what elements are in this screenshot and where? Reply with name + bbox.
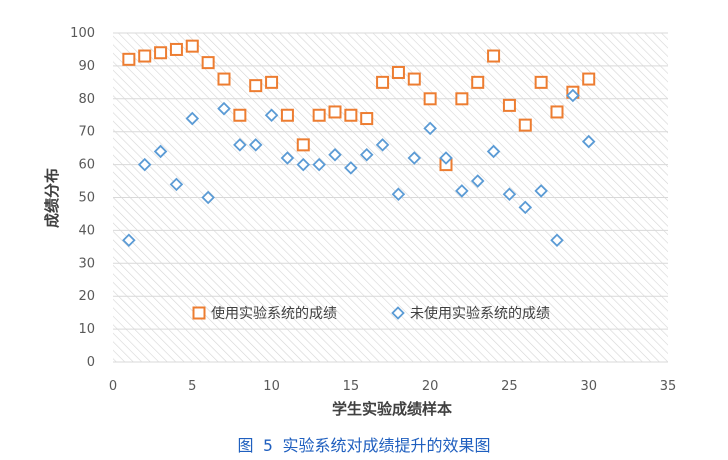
data-point-square [233, 108, 247, 122]
data-point-diamond [359, 147, 374, 162]
x-tick-label: 25 [501, 379, 518, 394]
data-point-diamond [328, 147, 342, 162]
legend-marker [391, 306, 405, 320]
data-point-square [296, 138, 310, 152]
legend-label: 未使用实验系统的成绩 [410, 305, 550, 322]
y-tick-label: 60 [78, 158, 95, 173]
data-point-diamond [312, 157, 326, 172]
data-point-square [185, 39, 199, 53]
data-point-diamond [169, 177, 184, 192]
data-point-diamond [566, 88, 580, 103]
data-point-square [423, 92, 437, 106]
data-point-diamond [264, 108, 279, 123]
data-point-diamond [185, 111, 200, 126]
data-point-diamond [344, 161, 358, 175]
data-point-square [154, 46, 168, 60]
chart-area: 0 10 20 30 40 50 60 70 80 90 100 0 5 10 15 20 25 30 35 成绩… [43, 26, 676, 418]
x-tick-label: 30 [580, 379, 597, 394]
data-point-square [455, 92, 469, 106]
data-point-square [138, 49, 152, 63]
data-point-square [360, 112, 374, 126]
x-axis-ticks: 0 5 10 15 20 25 30 35 [109, 379, 676, 394]
data-point-square [344, 108, 358, 122]
data-point-square [407, 72, 421, 86]
y-tick-label: 20 [78, 289, 95, 304]
data-point-diamond [201, 190, 215, 205]
data-point-square [471, 75, 485, 89]
x-tick-label: 5 [188, 379, 196, 394]
data-point-square [582, 72, 596, 86]
data-point-square [391, 65, 405, 79]
data-point-diamond [233, 138, 247, 152]
data-point-diamond [217, 101, 231, 116]
data-point-square [122, 52, 136, 66]
data-point-diamond [153, 144, 168, 159]
data-point-diamond [423, 121, 437, 136]
legend: 使用实验系统的成绩 未使用实验系统的成绩 [192, 305, 550, 322]
data-point-square [249, 79, 263, 93]
y-tick-label: 10 [78, 322, 95, 337]
series-2 [122, 88, 596, 248]
legend-item-2: 未使用实验系统的成绩 [391, 305, 550, 322]
y-tick-label: 50 [78, 191, 95, 206]
data-point-square [328, 105, 342, 119]
data-point-diamond [534, 184, 548, 198]
data-point-diamond [375, 138, 390, 152]
data-point-square [502, 98, 516, 112]
data-series [122, 39, 596, 248]
scatter-chart: 0 10 20 30 40 50 60 70 80 90 100 0 5 10 15 20 25 30 35 成绩… [43, 26, 676, 418]
legend-item-1: 使用实验系统的成绩 [192, 305, 337, 322]
x-tick-label: 20 [422, 379, 439, 394]
data-point-diamond [455, 184, 469, 198]
x-tick-label: 15 [343, 379, 360, 394]
gridlines [113, 32, 668, 363]
data-point-diamond [280, 151, 295, 165]
data-point-diamond [502, 187, 517, 201]
legend-label: 使用实验系统的成绩 [211, 305, 337, 322]
data-point-diamond [470, 174, 485, 188]
y-axis-ticks: 0 10 20 30 40 50 60 70 80 90 100 [70, 26, 95, 370]
data-point-diamond [122, 233, 136, 248]
data-point-diamond [518, 200, 533, 215]
y-tick-label: 0 [87, 355, 95, 370]
data-point-diamond [137, 157, 152, 172]
data-point-diamond [486, 144, 501, 159]
data-point-square [265, 75, 279, 89]
y-tick-label: 70 [78, 125, 95, 140]
data-point-diamond [296, 157, 311, 172]
data-point-diamond [439, 151, 453, 165]
x-axis-label: 学生实验成绩样本 [332, 400, 452, 418]
data-point-diamond [581, 134, 596, 149]
data-point-square [487, 49, 501, 63]
data-point-diamond [248, 138, 263, 152]
legend-marker [192, 306, 206, 320]
data-point-diamond [407, 151, 422, 165]
data-point-square [534, 75, 548, 89]
data-point-square [280, 108, 294, 122]
figure-caption: 图 5 实验系统对成绩提升的效果图 [237, 436, 491, 455]
data-point-square [201, 56, 215, 70]
data-point-square [169, 42, 183, 56]
data-point-square [518, 118, 532, 132]
y-tick-label: 40 [78, 223, 95, 238]
data-point-square [217, 72, 231, 86]
data-point-diamond [550, 233, 564, 248]
y-tick-label: 100 [70, 26, 95, 41]
data-point-square [550, 105, 564, 119]
y-axis-label: 成绩分布 [43, 168, 61, 228]
y-tick-label: 30 [78, 256, 95, 271]
data-point-square [376, 75, 390, 89]
y-tick-label: 90 [78, 59, 95, 74]
y-tick-label: 80 [78, 92, 95, 107]
data-point-square [312, 108, 326, 122]
x-tick-label: 35 [660, 379, 677, 394]
x-tick-label: 0 [109, 379, 117, 394]
x-tick-label: 10 [263, 379, 280, 394]
data-point-diamond [391, 187, 406, 201]
